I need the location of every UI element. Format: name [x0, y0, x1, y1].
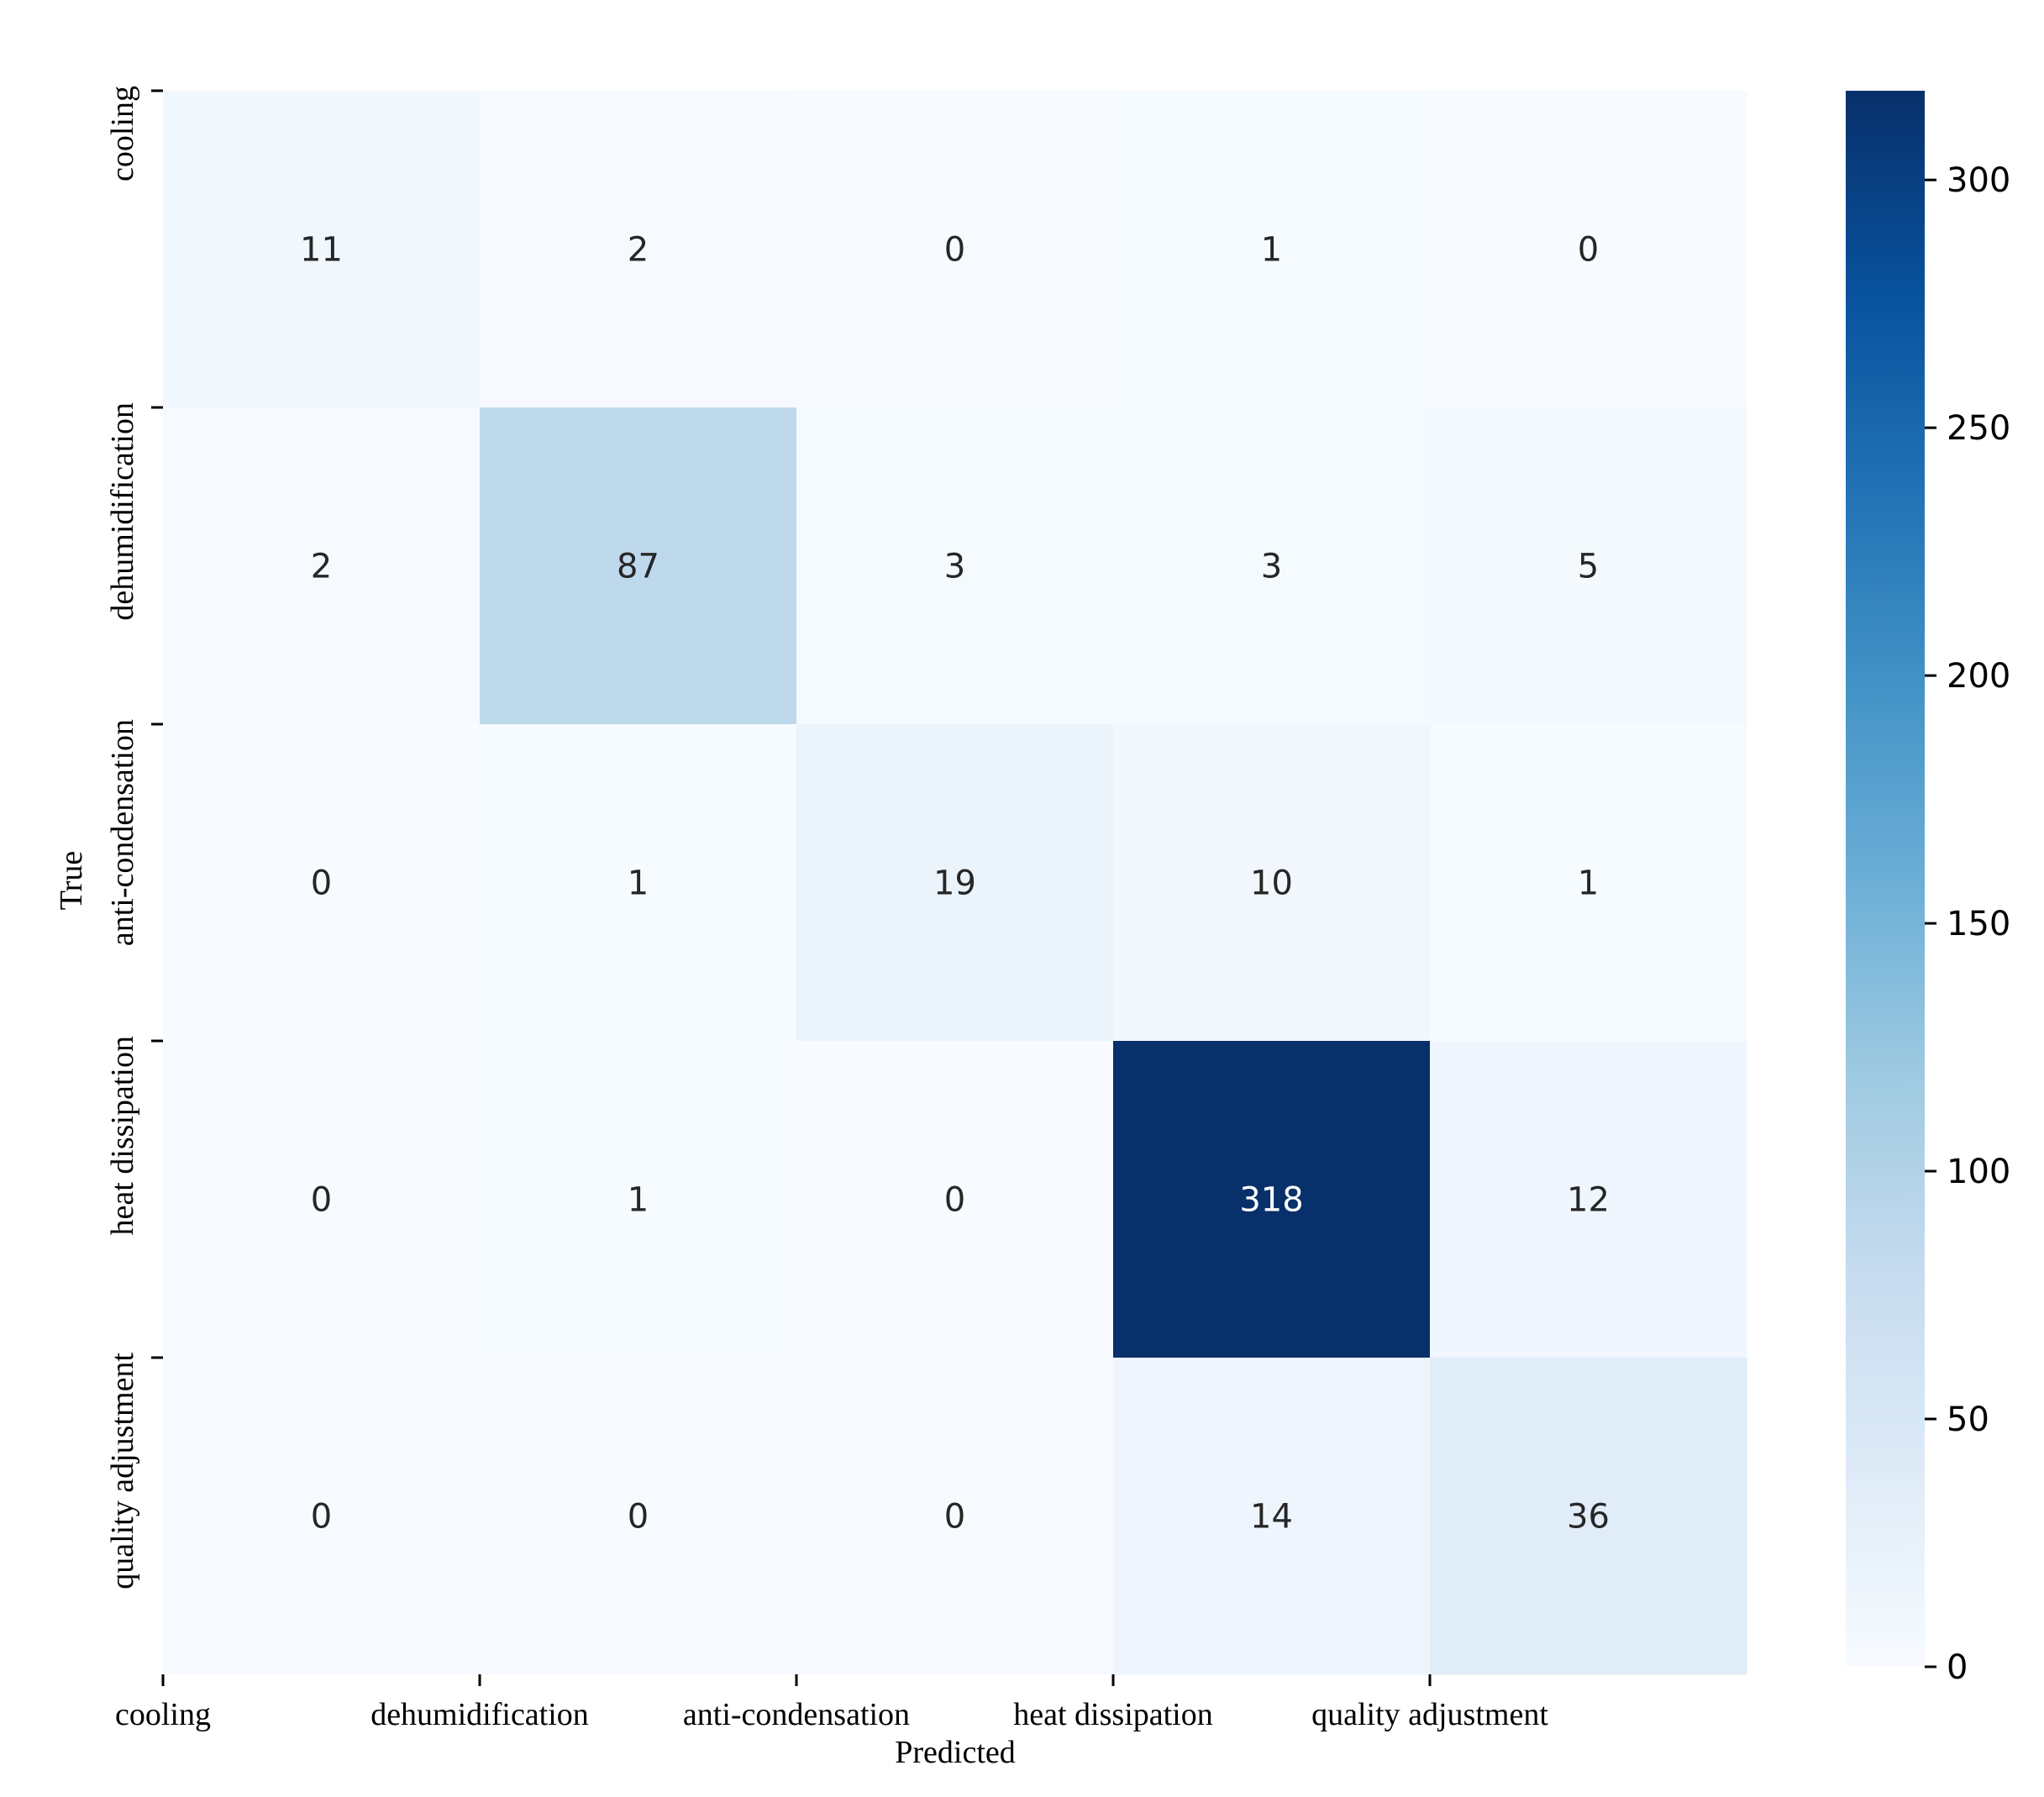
- heatmap-cell: [1113, 1358, 1431, 1675]
- cell-value-label: 1: [1578, 864, 1599, 903]
- cell-value-label: 0: [944, 1498, 965, 1537]
- colorbar-tick-label: 200: [1947, 657, 2010, 696]
- cell-value-label: 3: [944, 548, 965, 586]
- cell-value-label: 19: [933, 864, 976, 903]
- heatmap-cell-labels: 11 2 0 1 02 87 3 3 50 1 19 10 10 1 0 318 120 0 0 14 36: [300, 231, 1610, 1537]
- heatmap-cell: [796, 407, 1114, 725]
- heatmap-cell: [1430, 724, 1747, 1042]
- cell-value-label: 0: [944, 1181, 965, 1220]
- cell-value-label: 14: [1250, 1498, 1293, 1537]
- cell-value-label: 3: [1261, 548, 1282, 586]
- colorbar-ticks: 0 50 100 150 200 250 300: [1925, 161, 2010, 1687]
- heatmap-cell: [1113, 407, 1431, 725]
- colorbar-tick-label: 300: [1947, 161, 2010, 200]
- heatmap-cell: [163, 724, 481, 1042]
- heatmap-cell: [1430, 1041, 1747, 1358]
- cell-value-label: 87: [617, 548, 659, 586]
- cell-value-label: 0: [311, 1498, 332, 1537]
- cell-value-label: 10: [1250, 864, 1293, 903]
- heatmap-cell: [1430, 407, 1747, 725]
- cell-value-label: 0: [311, 864, 332, 903]
- cell-value-label: 318: [1239, 1181, 1303, 1220]
- colorbar-tick-label: 0: [1947, 1648, 1968, 1687]
- heatmap-cell: [1430, 91, 1747, 408]
- y-tick-label: heat dissipation: [105, 1036, 140, 1235]
- heatmap-cell: [1430, 1358, 1747, 1675]
- heatmap-cell: [163, 407, 481, 725]
- cell-value-label: 2: [311, 548, 332, 586]
- cell-value-label: 36: [1567, 1498, 1610, 1537]
- cell-value-label: 0: [1578, 231, 1599, 270]
- cell-value-label: 11: [300, 231, 343, 270]
- heatmap-cell: [480, 724, 797, 1042]
- heatmap-cell: [796, 91, 1114, 408]
- colorbar: 0 50 100 150 200 250 300: [1846, 91, 2010, 1687]
- x-axis-label: Predicted: [895, 1735, 1016, 1770]
- cell-value-label: 0: [628, 1498, 649, 1537]
- x-tick-label: quality adjustment: [1311, 1697, 1548, 1732]
- heatmap-cell: [796, 724, 1114, 1042]
- heatmap-cell: [1113, 91, 1431, 408]
- colorbar-tick-label: 250: [1947, 409, 2010, 448]
- x-tick-label: cooling: [115, 1697, 211, 1732]
- colorbar-gradient-bar: [1846, 91, 1925, 1667]
- heatmap-cell: [480, 1041, 797, 1358]
- heatmap-cell: [163, 91, 481, 408]
- x-tick-label: heat dissipation: [1013, 1697, 1212, 1732]
- y-axis-label: True: [54, 851, 89, 910]
- cell-value-label: 2: [628, 231, 649, 270]
- x-axis: cooling dehumidification anti-condensation…: [115, 1674, 1548, 1732]
- colorbar-tick-label: 150: [1947, 905, 2010, 943]
- heatmap-cell: [480, 407, 797, 725]
- heatmap-cell: [163, 1041, 481, 1358]
- y-tick-label: dehumidification: [105, 402, 140, 621]
- y-tick-label: anti-condensation: [105, 719, 140, 946]
- cell-value-label: 1: [1261, 231, 1282, 270]
- heatmap-cell: [163, 1358, 481, 1675]
- cell-value-label: 12: [1567, 1181, 1610, 1220]
- heatmap-cell: [796, 1041, 1114, 1358]
- y-axis: cooling dehumidification anti-condensation…: [105, 86, 163, 1589]
- cell-value-label: 1: [628, 864, 649, 903]
- heatmap-cell: [796, 1358, 1114, 1675]
- cell-value-label: 0: [311, 1181, 332, 1220]
- y-tick-label: quality adjustment: [105, 1353, 140, 1589]
- cell-value-label: 1: [628, 1181, 649, 1220]
- cell-value-label: 5: [1578, 548, 1599, 586]
- cell-value-label: 0: [944, 231, 965, 270]
- heatmap-cell: [1113, 1041, 1431, 1358]
- heatmap-cell: [480, 1358, 797, 1675]
- heatmap-cell: [1113, 724, 1431, 1042]
- colorbar-tick-label: 100: [1947, 1153, 2010, 1191]
- x-tick-label: dehumidification: [370, 1697, 589, 1732]
- x-tick-label: anti-condensation: [683, 1697, 910, 1732]
- y-tick-label: cooling: [105, 86, 140, 181]
- heatmap-cell: [480, 91, 797, 408]
- colorbar-tick-label: 50: [1947, 1400, 1989, 1439]
- heatmap-cells: [163, 91, 1747, 1675]
